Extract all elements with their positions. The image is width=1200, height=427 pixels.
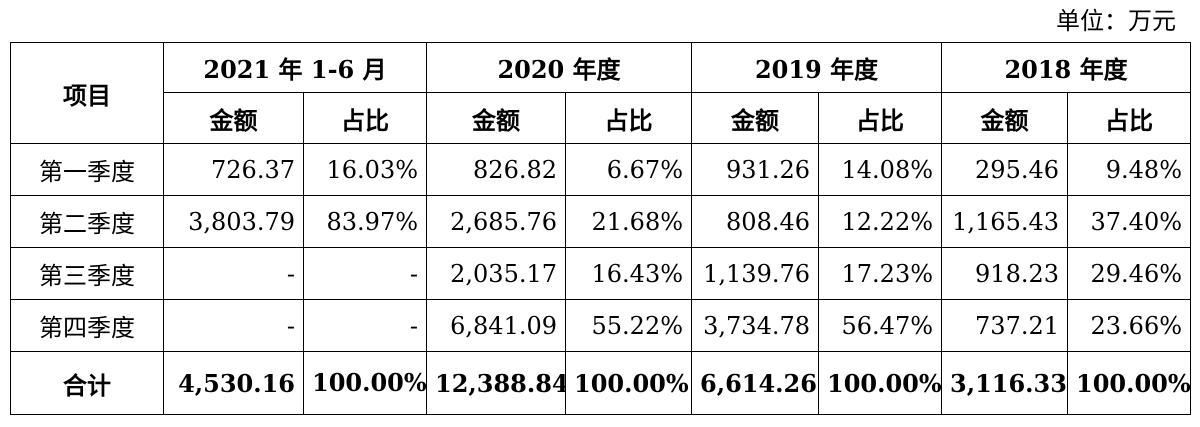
table-cell: - — [302, 247, 428, 300]
table-cell: - — [302, 299, 428, 352]
amount-header: 金额 — [426, 92, 567, 144]
table-cell: 918.23 — [941, 247, 1069, 300]
row-label: 第二季度 — [10, 195, 164, 248]
total-cell: 100.00% — [302, 351, 428, 415]
table-cell: 1,165.43 — [941, 195, 1069, 248]
period-header-2019: 2019 年度 — [691, 42, 943, 93]
total-cell: 3,116.33 — [941, 351, 1069, 415]
table-cell: 2,035.17 — [426, 247, 567, 300]
table-row: 第二季度 3,803.79 83.97% 2,685.76 21.68% 808… — [10, 195, 1192, 248]
unit-label: 单位：万元 — [1056, 7, 1176, 35]
row-label: 第一季度 — [10, 143, 164, 196]
table-row: 第一季度 726.37 16.03% 826.82 6.67% 931.26 1… — [10, 143, 1192, 196]
total-cell: 100.00% — [565, 351, 693, 415]
table-row: 第三季度 - - 2,035.17 16.43% 1,139.76 17.23%… — [10, 247, 1192, 300]
row-label: 第四季度 — [10, 299, 164, 352]
table-cell: 16.43% — [565, 247, 693, 300]
table-cell: 726.37 — [163, 143, 304, 196]
total-cell: 12,388.84 — [426, 351, 567, 415]
row-label: 第三季度 — [10, 247, 164, 300]
table-cell: - — [163, 247, 304, 300]
table-cell: 29.46% — [1067, 247, 1192, 300]
total-cell: 100.00% — [818, 351, 943, 415]
period-header-2018: 2018 年度 — [941, 42, 1192, 93]
period-header-2020: 2020 年度 — [426, 42, 693, 93]
ratio-header: 占比 — [1067, 92, 1192, 144]
quarterly-revenue-table: 项目 2021 年 1-6 月 2020 年度 2019 年度 2018 年度 … — [10, 42, 1192, 415]
table-cell: 931.26 — [691, 143, 820, 196]
total-cell: 100.00% — [1067, 351, 1192, 415]
table-cell: 55.22% — [565, 299, 693, 352]
table-cell: 3,803.79 — [163, 195, 304, 248]
amount-header: 金额 — [691, 92, 820, 144]
total-cell: 6,614.26 — [691, 351, 820, 415]
total-row: 合计 4,530.16 100.00% 12,388.84 100.00% 6,… — [10, 351, 1192, 415]
total-label: 合计 — [10, 351, 164, 415]
table-cell: 1,139.76 — [691, 247, 820, 300]
total-cell: 4,530.16 — [163, 351, 304, 415]
table-cell: 6,841.09 — [426, 299, 567, 352]
header-row-periods: 项目 2021 年 1-6 月 2020 年度 2019 年度 2018 年度 — [10, 42, 1192, 144]
period-header-2021h1: 2021 年 1-6 月 — [162, 42, 428, 93]
table-cell: 295.46 — [941, 143, 1069, 196]
table-cell: 16.03% — [302, 143, 428, 196]
table-cell: 21.68% — [565, 195, 693, 248]
table-cell: 2,685.76 — [426, 195, 567, 248]
table-cell: 12.22% — [818, 195, 943, 248]
table-cell: 37.40% — [1067, 195, 1192, 248]
table-cell: 83.97% — [302, 195, 428, 248]
table-cell: 6.67% — [565, 143, 693, 196]
table-cell: 3,734.78 — [691, 299, 820, 352]
ratio-header: 占比 — [302, 92, 428, 144]
table-cell: 9.48% — [1067, 143, 1192, 196]
ratio-header: 占比 — [818, 92, 943, 144]
item-header: 项目 — [10, 42, 164, 144]
amount-header: 金额 — [163, 92, 304, 144]
table-cell: 17.23% — [818, 247, 943, 300]
table-row: 第四季度 - - 6,841.09 55.22% 3,734.78 56.47%… — [10, 299, 1192, 352]
table-cell: 14.08% — [818, 143, 943, 196]
table-cell: 56.47% — [818, 299, 943, 352]
table-cell: 737.21 — [941, 299, 1069, 352]
amount-header: 金额 — [941, 92, 1069, 144]
ratio-header: 占比 — [565, 92, 693, 144]
table-cell: 808.46 — [691, 195, 820, 248]
header-row-columns: 金额 占比 金额 占比 金额 占比 金额 占比 — [11, 92, 1192, 144]
table-cell: 23.66% — [1067, 299, 1192, 352]
table-cell: - — [163, 299, 304, 352]
table-cell: 826.82 — [426, 143, 567, 196]
